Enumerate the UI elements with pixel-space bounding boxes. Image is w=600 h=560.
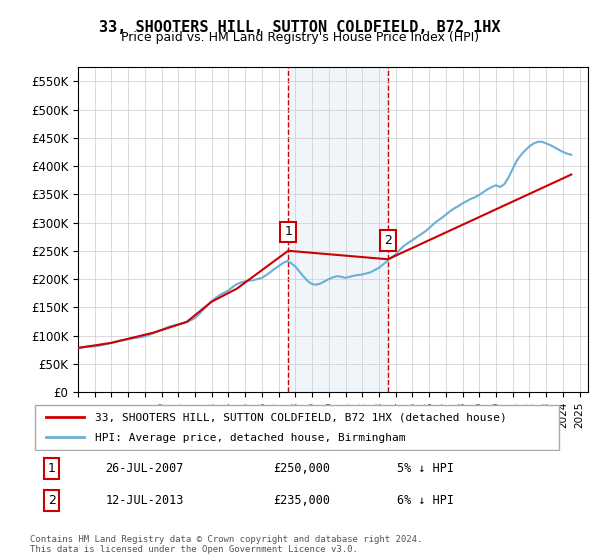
Text: 33, SHOOTERS HILL, SUTTON COLDFIELD, B72 1HX: 33, SHOOTERS HILL, SUTTON COLDFIELD, B72… bbox=[99, 20, 501, 35]
Bar bbox=[288, 67, 388, 392]
Text: Contains HM Land Registry data © Crown copyright and database right 2024.
This d: Contains HM Land Registry data © Crown c… bbox=[30, 535, 422, 554]
Text: 1: 1 bbox=[284, 225, 292, 239]
Text: 26-JUL-2007: 26-JUL-2007 bbox=[106, 462, 184, 475]
Text: 2: 2 bbox=[47, 494, 56, 507]
FancyBboxPatch shape bbox=[35, 405, 559, 450]
Text: Price paid vs. HM Land Registry's House Price Index (HPI): Price paid vs. HM Land Registry's House … bbox=[121, 31, 479, 44]
Text: 2: 2 bbox=[384, 234, 392, 247]
Text: HPI: Average price, detached house, Birmingham: HPI: Average price, detached house, Birm… bbox=[95, 433, 406, 444]
Text: 5% ↓ HPI: 5% ↓ HPI bbox=[397, 462, 454, 475]
Text: 1: 1 bbox=[47, 462, 56, 475]
Text: 12-JUL-2013: 12-JUL-2013 bbox=[106, 494, 184, 507]
Text: £250,000: £250,000 bbox=[273, 462, 330, 475]
Text: 6% ↓ HPI: 6% ↓ HPI bbox=[397, 494, 454, 507]
Text: 33, SHOOTERS HILL, SUTTON COLDFIELD, B72 1HX (detached house): 33, SHOOTERS HILL, SUTTON COLDFIELD, B72… bbox=[95, 413, 506, 422]
Text: £235,000: £235,000 bbox=[273, 494, 330, 507]
